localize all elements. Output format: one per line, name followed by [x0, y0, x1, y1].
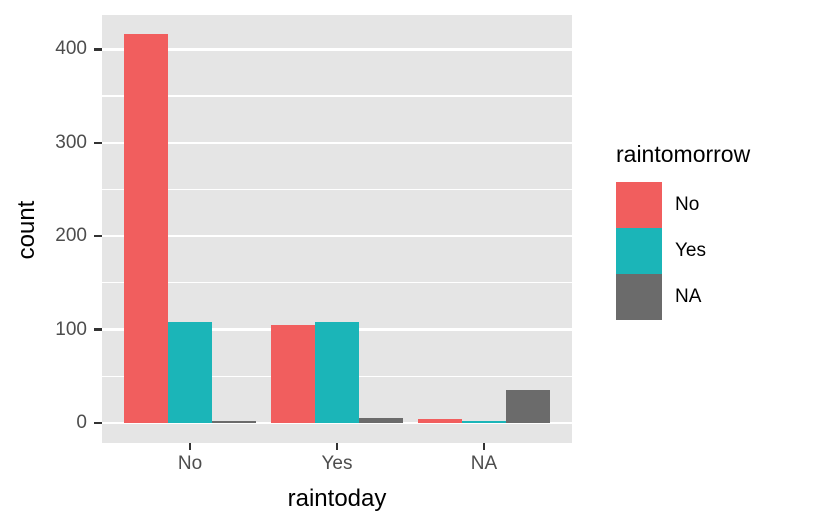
- y-axis-tick-label: 200: [55, 225, 87, 247]
- y-axis-tick-label: 0: [76, 412, 87, 433]
- legend-entry-label: No: [675, 194, 700, 215]
- legend-key-swatch: [616, 228, 662, 274]
- plot-panel: [102, 15, 572, 443]
- y-axis-tick: [94, 141, 102, 144]
- major-gridline: [102, 48, 572, 51]
- major-gridline: [102, 141, 572, 144]
- legend-entries: No Yes NA: [616, 182, 750, 320]
- legend-key-swatch: [616, 182, 662, 228]
- x-axis-title: raintoday: [287, 485, 387, 512]
- bar-yes-no: [271, 324, 315, 423]
- bar-no-yes: [168, 322, 212, 423]
- x-axis-tick-label: No: [177, 453, 203, 474]
- y-axis-tick-label: 300: [55, 131, 87, 153]
- bar-na-na: [506, 390, 550, 423]
- minor-gridline: [102, 282, 572, 284]
- legend: raintomorrow No Yes NA: [616, 141, 750, 320]
- x-axis-tick: [335, 443, 339, 450]
- bar-yes-na: [359, 418, 403, 423]
- y-axis-tick-label: 400: [55, 38, 87, 60]
- legend-title: raintomorrow: [616, 141, 751, 167]
- legend-entry-no: No: [616, 182, 750, 228]
- bar-na-no: [418, 419, 462, 423]
- y-axis-tick: [94, 328, 102, 331]
- x-axis-tick-label: NA: [470, 453, 498, 474]
- x-axis-tick-label: Yes: [321, 453, 353, 474]
- bar-na-yes: [462, 421, 506, 423]
- y-axis-tick-label: 100: [55, 318, 87, 340]
- minor-gridline: [102, 188, 572, 191]
- legend-entry-na: NA: [616, 274, 750, 320]
- bar-yes-yes: [315, 322, 359, 423]
- legend-entry-label: Yes: [675, 240, 706, 261]
- y-axis-tick: [94, 48, 102, 51]
- y-axis-tick: [94, 421, 102, 425]
- bar-no-na: [212, 421, 256, 423]
- x-axis-tick: [188, 443, 192, 450]
- bar-no-no: [124, 34, 168, 423]
- legend-entry-label: NA: [675, 286, 702, 307]
- x-axis-tick: [482, 443, 486, 450]
- legend-entry-yes: Yes: [616, 228, 750, 274]
- minor-gridline: [102, 95, 572, 97]
- legend-key-swatch: [616, 274, 662, 320]
- major-gridline: [102, 234, 572, 238]
- y-axis-title: count: [13, 200, 40, 260]
- y-axis-tick: [94, 234, 102, 238]
